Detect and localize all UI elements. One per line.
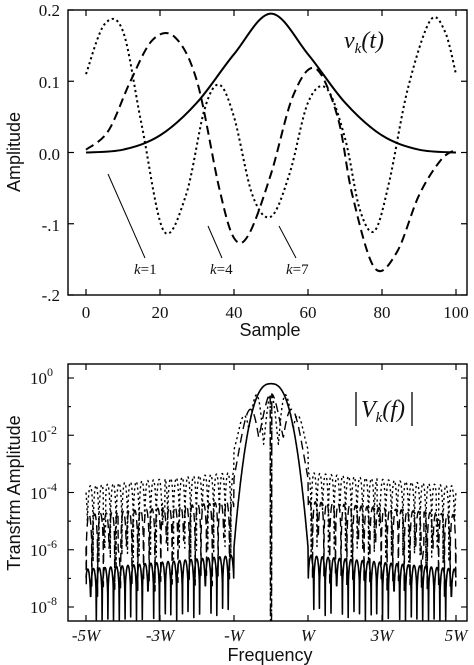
bottom-title-symbol: V — [361, 397, 378, 423]
top-xtick-label: 40 — [226, 303, 243, 322]
bottom-xtick-label: W — [301, 626, 317, 645]
bottom-ytick-label: 10-4 — [30, 480, 57, 503]
top-ticks — [68, 9, 467, 296]
bottom-ticks — [68, 364, 467, 621]
bottom-xtick-label: -W — [224, 626, 246, 645]
bottom-series — [85, 382, 457, 621]
bottom-ytick-label: 10-8 — [30, 594, 57, 617]
top-panel-title: vk(t) — [344, 28, 384, 57]
bottom-ytick-label: 100 — [30, 365, 53, 388]
top-series-line-k4 — [85, 32, 457, 273]
top-ytick-label: -.2 — [42, 286, 60, 305]
annotation-leader-k7 — [278, 225, 297, 259]
top-series-line-k7 — [85, 16, 457, 235]
top-series — [85, 12, 457, 273]
bottom-xtick-label: 5W — [445, 626, 470, 645]
bottom-ytick-label: 10-6 — [30, 537, 57, 560]
top-ytick-label: 0.1 — [39, 73, 60, 92]
top-title-subscript: k — [355, 41, 362, 57]
top-xtick-label: 20 — [152, 303, 169, 322]
bottom-title-argument: (f) — [382, 397, 405, 423]
annotation-leader-k1 — [107, 173, 146, 259]
bottom-xaxis-label: Frequency — [227, 645, 312, 665]
top-title-argument: (t) — [361, 28, 384, 54]
top-xtick-label: 80 — [374, 303, 391, 322]
top-xaxis-label: Sample — [239, 320, 300, 340]
top-series-line-k1 — [85, 12, 457, 154]
bottom-series-line-k1 — [85, 382, 457, 621]
top-ytick-label: 0.0 — [39, 145, 60, 164]
annotation-k1: k=1 — [134, 262, 157, 278]
bottom-panel-title: Vk(f) — [361, 397, 405, 426]
bottom-ytick-label: 10-2 — [30, 423, 57, 446]
annotation-k7: k=7 — [286, 262, 309, 278]
bottom-xtick-label: -3W — [146, 626, 176, 645]
bottom-xtick-label: -5W — [72, 626, 102, 645]
top-yaxis-label: Amplitude — [4, 112, 24, 192]
annotation-k4: k=4 — [210, 262, 233, 278]
bottom-plot-frame — [67, 363, 468, 622]
top-plot-frame — [67, 9, 468, 296]
annotation-leader-k4 — [207, 225, 223, 259]
top-ytick-label: -.1 — [42, 216, 60, 235]
top-xtick-label: 100 — [443, 303, 469, 322]
bottom-title-subscript: k — [376, 410, 383, 426]
top-panel: 0.2 0.1 0.0 -.1 -.2 0 20 40 60 80 100 Sa… — [4, 1, 469, 340]
bottom-panel: 100 10-2 10-4 10-6 10-8 -5W -3W -W W 3W … — [4, 363, 470, 665]
top-xtick-label: 60 — [300, 303, 317, 322]
top-xtick-label: 0 — [82, 303, 91, 322]
bottom-series-line-k7 — [85, 393, 457, 621]
top-title-symbol: v — [344, 28, 355, 54]
bottom-yaxis-label: Transfrm Amplitude — [4, 415, 24, 570]
top-ytick-label: 0.2 — [39, 1, 60, 20]
bottom-xtick-label: 3W — [370, 626, 396, 645]
